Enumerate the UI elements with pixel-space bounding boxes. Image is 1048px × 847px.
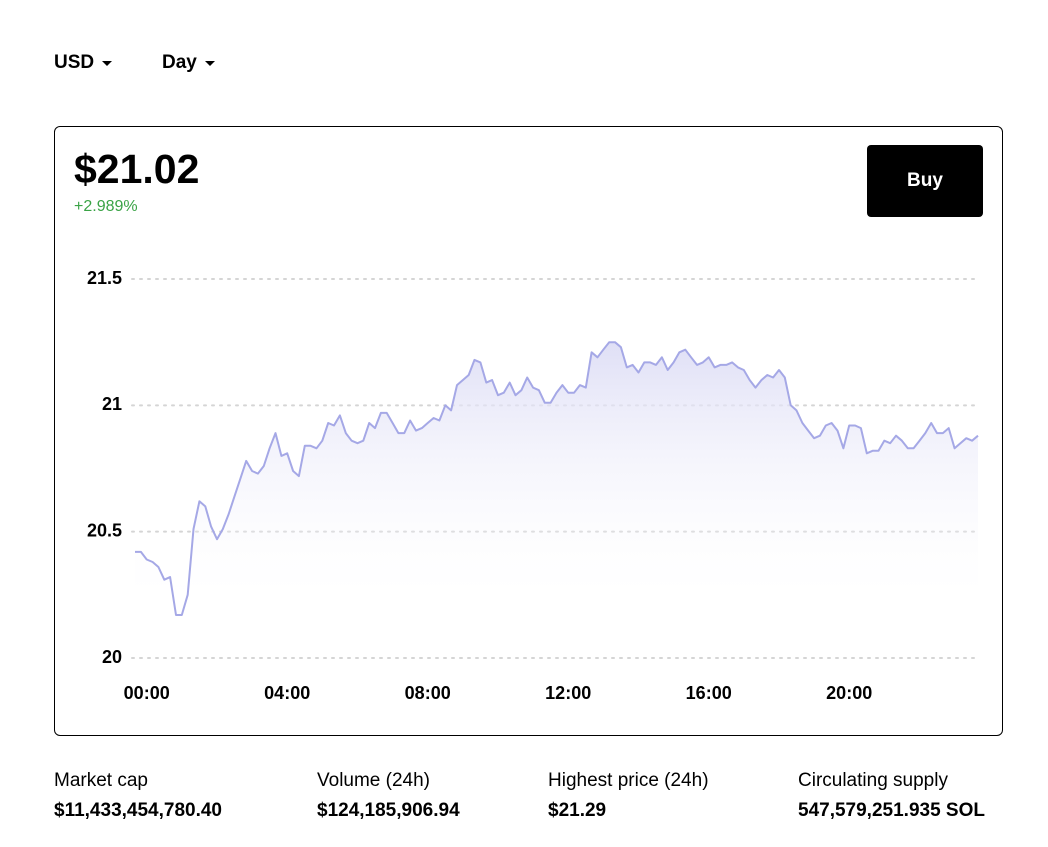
x-tick-label: 00:00 [124, 683, 170, 703]
y-tick-label: 20.5 [87, 520, 122, 540]
buy-button[interactable]: Buy [867, 145, 983, 217]
line [135, 341, 979, 616]
x-tick-label: 08:00 [405, 683, 451, 703]
stat-value: $11,433,454,780.40 [54, 800, 223, 821]
stat-value: $124,185,906.94 [317, 800, 460, 821]
y-tick-label: 21.5 [87, 268, 122, 288]
period-dropdown[interactable]: Day [162, 52, 215, 74]
y-tick-label: 20 [102, 647, 122, 667]
area [135, 342, 978, 615]
stat-label: Highest price (24h) [548, 770, 709, 791]
x-tick-label: 12:00 [545, 683, 591, 703]
currency: USD [54, 52, 95, 73]
period: Day [162, 52, 197, 73]
price-change: +2.989% [74, 198, 138, 215]
price: $21.02 [74, 146, 200, 192]
stat: Circulating supply 547,579,251.935 SOL [798, 770, 985, 822]
x-tick-label: 04:00 [264, 683, 310, 703]
stat: Market cap $11,433,454,780.40 [54, 770, 222, 822]
x-tick-label: 20:00 [826, 683, 872, 703]
x-tick-label: 16:00 [686, 683, 732, 703]
stat-label: Volume (24h) [317, 770, 431, 791]
stat: Highest price (24h) $21.29 [548, 770, 709, 822]
y-tick-label: 21 [102, 394, 122, 414]
caret [204, 60, 215, 66]
stat-label: Circulating supply [798, 770, 948, 791]
stat-value: 547,579,251.935 SOL [798, 800, 985, 821]
currency-dropdown[interactable]: USD [54, 52, 113, 74]
caret [102, 60, 113, 66]
stat: Volume (24h) $124,185,906.94 [317, 770, 460, 822]
chart-card [54, 126, 1003, 736]
stat-value: $21.29 [548, 800, 607, 821]
stat-label: Market cap [54, 770, 148, 791]
